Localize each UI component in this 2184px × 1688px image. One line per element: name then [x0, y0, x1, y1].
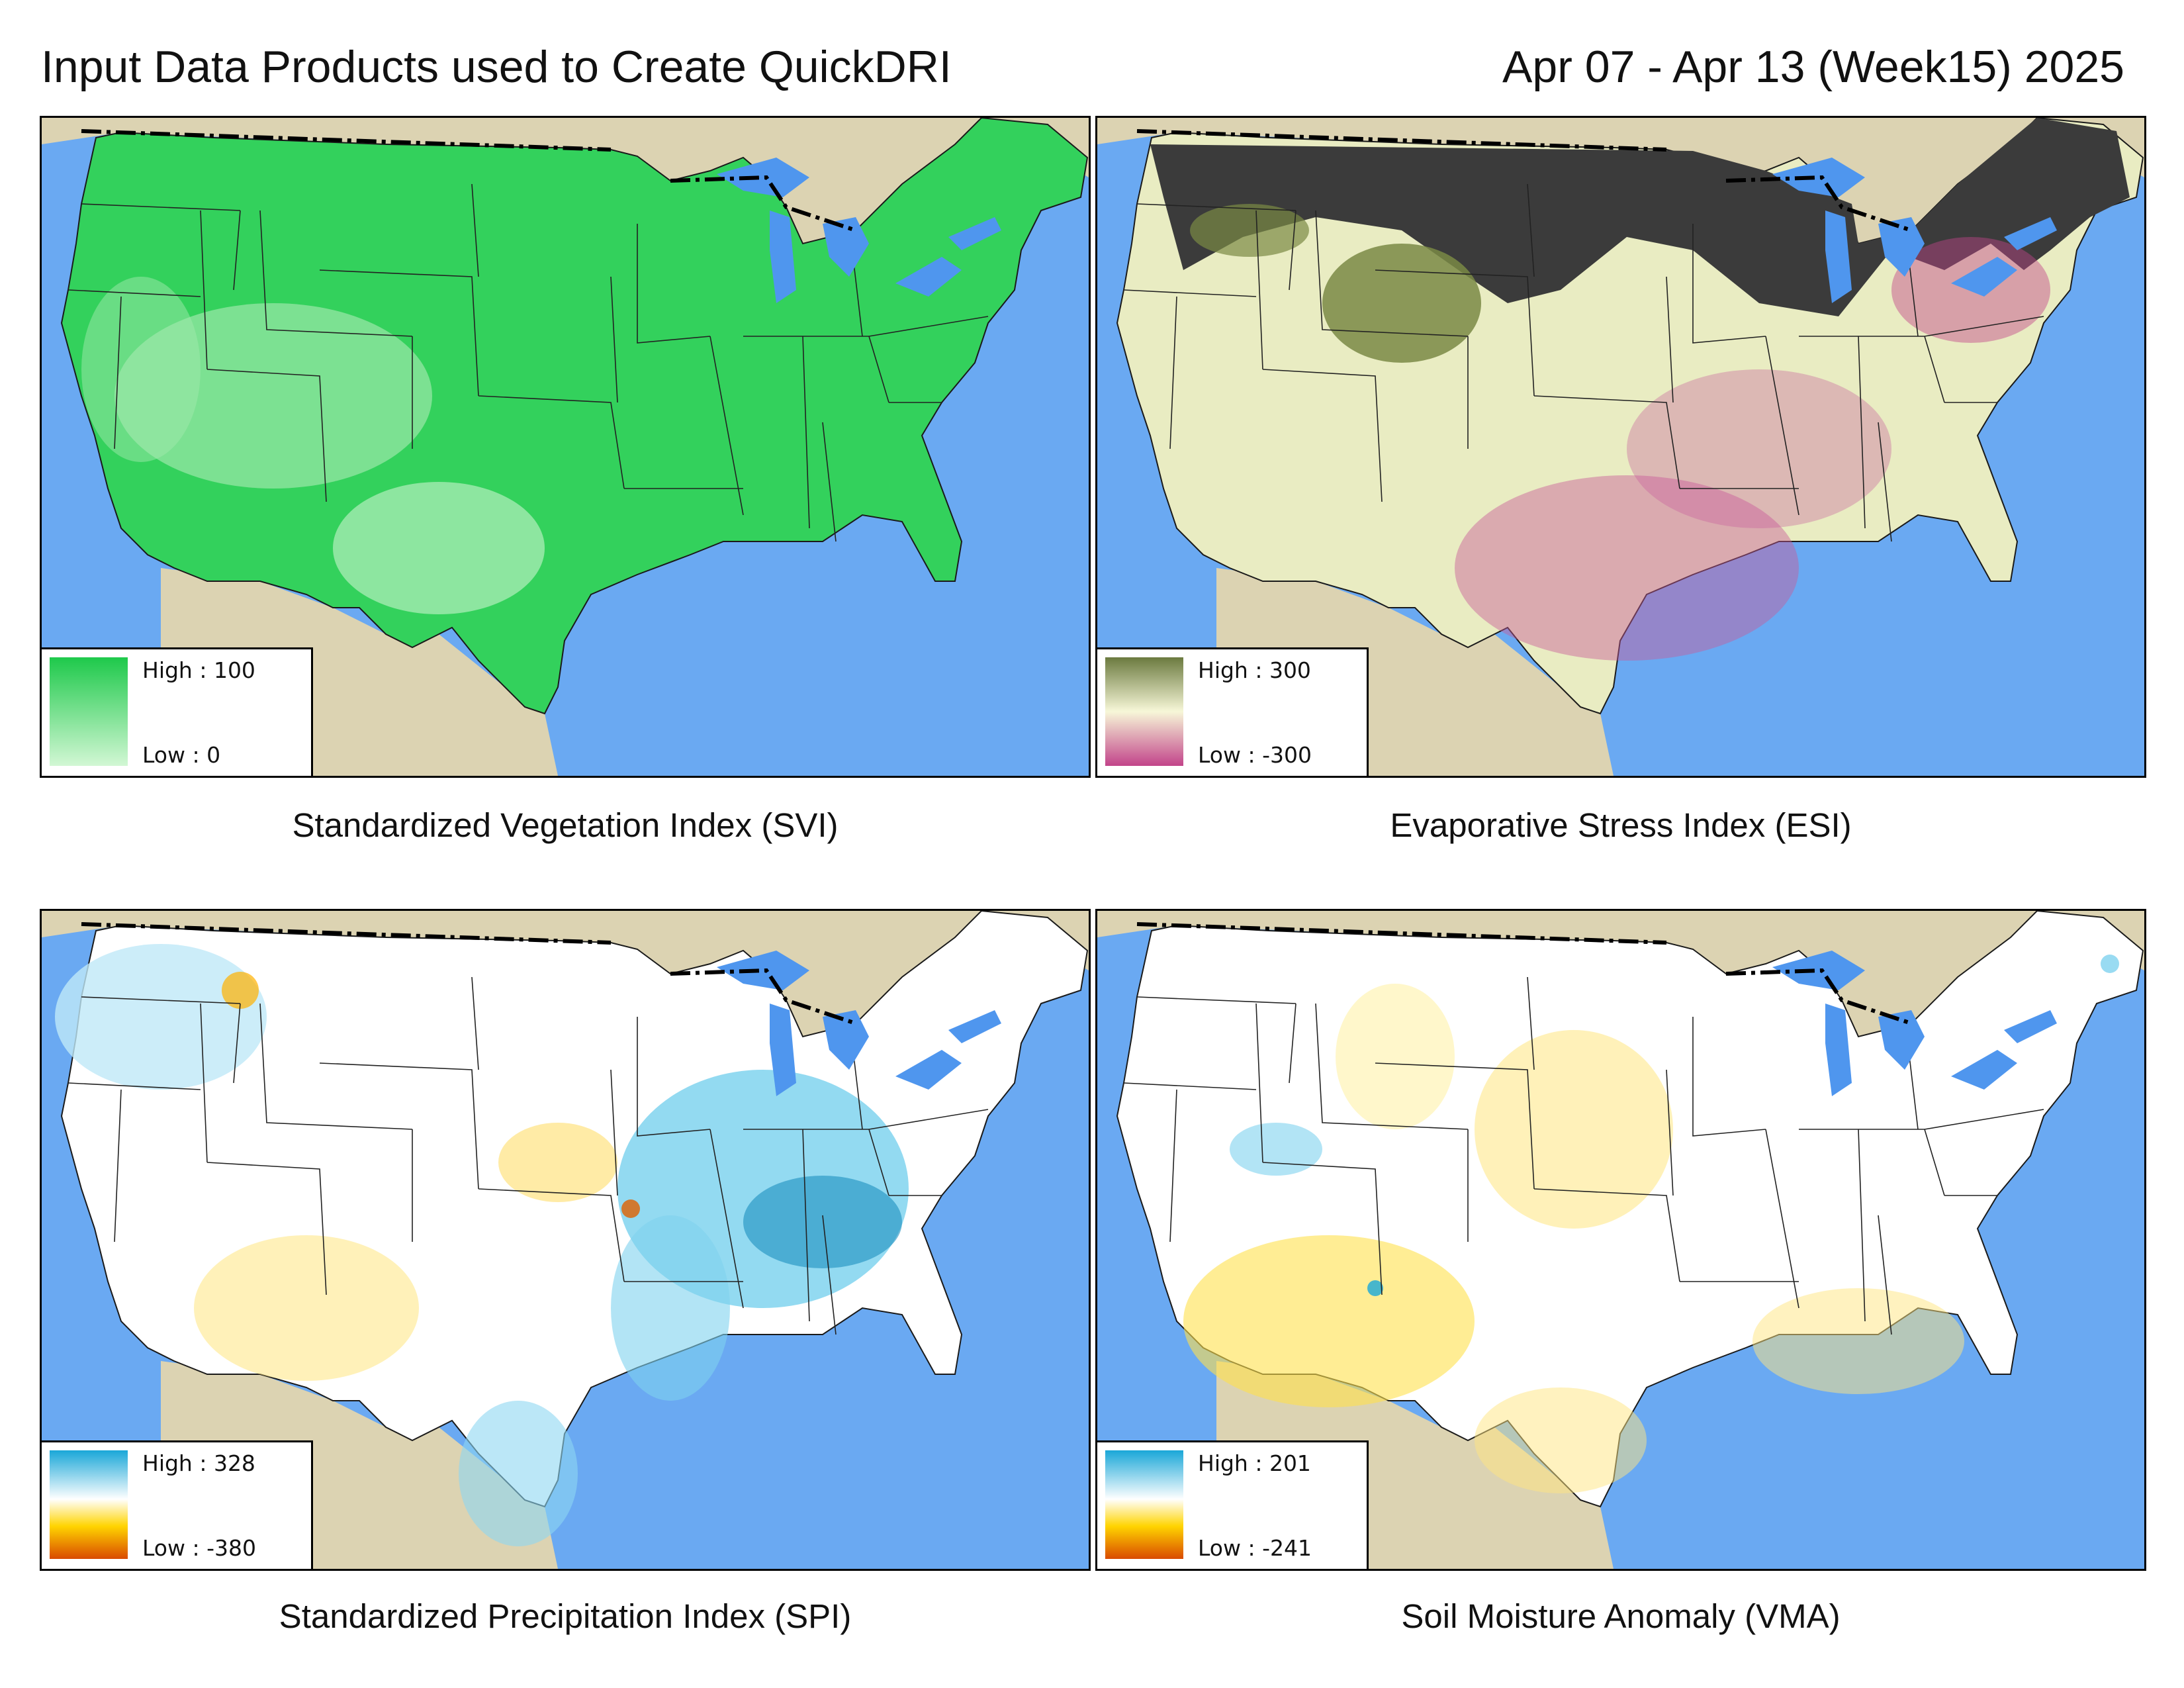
spi-legend-low: Low : -380 [142, 1535, 256, 1561]
spi-legend: High : 328 Low : -380 [42, 1440, 313, 1569]
spi-map-panel[interactable]: High : 328 Low : -380 [40, 909, 1091, 1571]
svi-color-ramp [50, 657, 128, 766]
svi-caption: Standardized Vegetation Index (SVI) [292, 806, 839, 844]
vma-map-panel[interactable]: High : 201 Low : -241 [1095, 909, 2146, 1571]
vma-map [1097, 911, 2144, 1569]
spi-color-ramp [50, 1450, 128, 1559]
esi-map-panel[interactable]: High : 300 Low : -300 [1095, 116, 2146, 778]
svi-legend: High : 100 Low : 0 [42, 647, 313, 776]
spi-caption: Standardized Precipitation Index (SPI) [279, 1597, 852, 1635]
vma-legend-high: High : 201 [1198, 1450, 1311, 1476]
svi-map [42, 118, 1089, 776]
spi-legend-high: High : 328 [142, 1450, 255, 1476]
vma-color-ramp [1105, 1450, 1183, 1559]
esi-legend-low: Low : -300 [1198, 742, 1312, 768]
esi-legend: High : 300 Low : -300 [1097, 647, 1369, 776]
vma-legend: High : 201 Low : -241 [1097, 1440, 1369, 1569]
esi-legend-high: High : 300 [1198, 657, 1311, 683]
vma-legend-low: Low : -241 [1198, 1535, 1312, 1561]
spi-map [42, 911, 1089, 1569]
vma-caption: Soil Moisture Anomaly (VMA) [1401, 1597, 1841, 1635]
svi-legend-low: Low : 0 [142, 742, 221, 768]
svi-legend-high: High : 100 [142, 657, 255, 683]
esi-color-ramp [1105, 657, 1183, 766]
esi-caption: Evaporative Stress Index (ESI) [1390, 806, 1852, 844]
page-title: Input Data Products used to Create Quick… [41, 42, 952, 92]
date-range: Apr 07 - Apr 13 (Week15) 2025 [1502, 42, 2124, 92]
svi-map-panel[interactable]: High : 100 Low : 0 [40, 116, 1091, 778]
